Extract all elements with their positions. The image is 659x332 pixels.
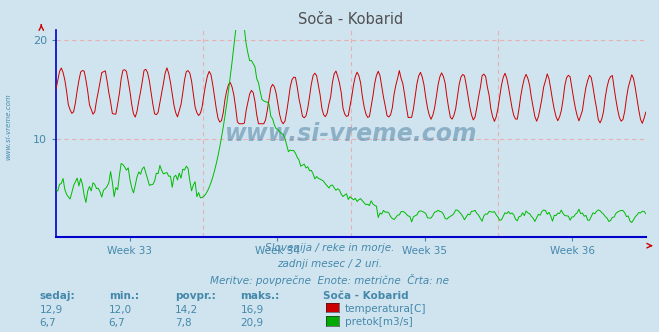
Text: 6,7: 6,7 bbox=[109, 318, 125, 328]
Text: sedaj:: sedaj: bbox=[40, 291, 75, 301]
Text: www.si-vreme.com: www.si-vreme.com bbox=[225, 122, 477, 146]
Text: 12,0: 12,0 bbox=[109, 305, 132, 315]
Text: maks.:: maks.: bbox=[241, 291, 280, 301]
Text: 14,2: 14,2 bbox=[175, 305, 198, 315]
Text: 7,8: 7,8 bbox=[175, 318, 191, 328]
Text: 12,9: 12,9 bbox=[40, 305, 63, 315]
Text: www.si-vreme.com: www.si-vreme.com bbox=[5, 93, 11, 160]
Text: pretok[m3/s]: pretok[m3/s] bbox=[345, 317, 413, 327]
Text: min.:: min.: bbox=[109, 291, 139, 301]
Text: 16,9: 16,9 bbox=[241, 305, 264, 315]
Text: 20,9: 20,9 bbox=[241, 318, 264, 328]
Text: Meritve: povprečne  Enote: metrične  Črta: ne: Meritve: povprečne Enote: metrične Črta:… bbox=[210, 274, 449, 286]
Text: povpr.:: povpr.: bbox=[175, 291, 215, 301]
Text: 6,7: 6,7 bbox=[40, 318, 56, 328]
Text: temperatura[C]: temperatura[C] bbox=[345, 304, 426, 314]
Text: Slovenija / reke in morje.: Slovenija / reke in morje. bbox=[265, 243, 394, 253]
Text: zadnji mesec / 2 uri.: zadnji mesec / 2 uri. bbox=[277, 259, 382, 269]
Title: Soča - Kobarid: Soča - Kobarid bbox=[299, 12, 403, 27]
Text: Soča - Kobarid: Soča - Kobarid bbox=[323, 291, 409, 301]
